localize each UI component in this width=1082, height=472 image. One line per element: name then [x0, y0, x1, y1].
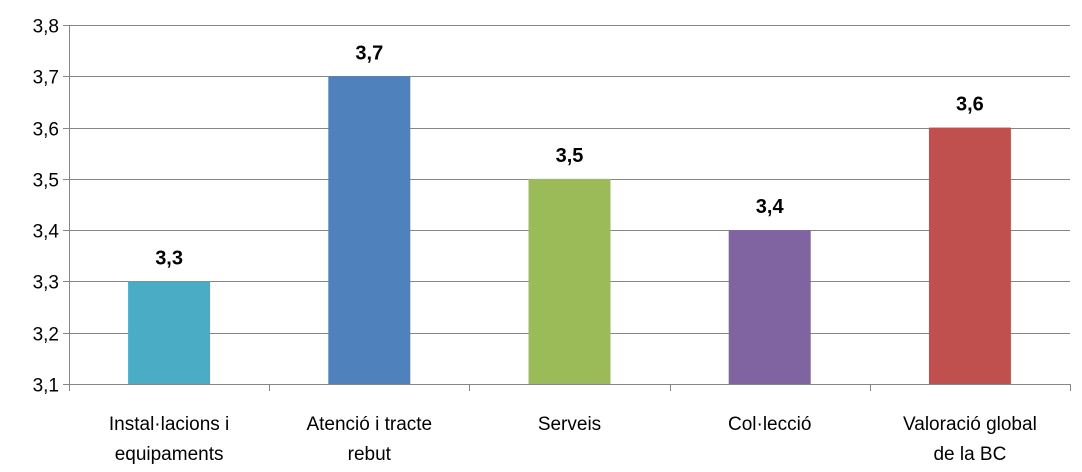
x-category-label-line: Atenció i tracte: [306, 414, 432, 435]
bar: [728, 230, 811, 384]
y-tick-label: 3,5: [33, 171, 59, 192]
x-category-label-line: Valoració global: [903, 414, 1037, 435]
bar: [928, 127, 1011, 385]
x-category-labels: Instal·lacions i equipaments Atenció i tra…: [109, 414, 1037, 465]
y-tick-label: 3,3: [33, 273, 59, 294]
bars: [128, 76, 1011, 385]
x-category-label-line: Serveis: [538, 414, 601, 435]
x-category-label: Col·lecció: [728, 414, 811, 435]
x-category-label: Valoració global de la BC: [903, 414, 1037, 465]
x-category-label-line: de la BC: [933, 444, 1006, 465]
bar: [328, 76, 411, 385]
x-category-label: Atenció i tracte rebut: [306, 414, 432, 465]
x-category-label: Serveis: [538, 414, 601, 435]
y-tick-labels: 3,1 3,2 3,3 3,4 3,5 3,6 3,7 3,8: [33, 17, 60, 397]
data-label: 3,3: [155, 247, 183, 269]
data-label: 3,4: [756, 196, 785, 218]
data-label: 3,5: [556, 145, 584, 167]
y-tick-label: 3,6: [33, 120, 59, 141]
bar: [128, 281, 211, 384]
x-category-label-line: Col·lecció: [728, 414, 811, 435]
y-tick-label: 3,2: [33, 325, 59, 346]
y-tick-label: 3,1: [33, 376, 59, 397]
x-category-label-line: Instal·lacions i: [109, 414, 229, 435]
data-label: 3,7: [355, 42, 383, 64]
data-label: 3,6: [956, 94, 984, 116]
data-labels: 3,3 3,7 3,5 3,4 3,6: [155, 42, 984, 269]
bar: [528, 178, 611, 384]
x-category-label-line: rebut: [348, 444, 392, 465]
x-category-label-line: equipaments: [115, 444, 224, 465]
y-tick-label: 3,7: [33, 68, 59, 89]
axes: [63, 25, 1071, 391]
y-tick-label: 3,4: [33, 222, 60, 243]
x-category-label: Instal·lacions i equipaments: [109, 414, 229, 465]
y-tick-label: 3,8: [33, 17, 59, 38]
